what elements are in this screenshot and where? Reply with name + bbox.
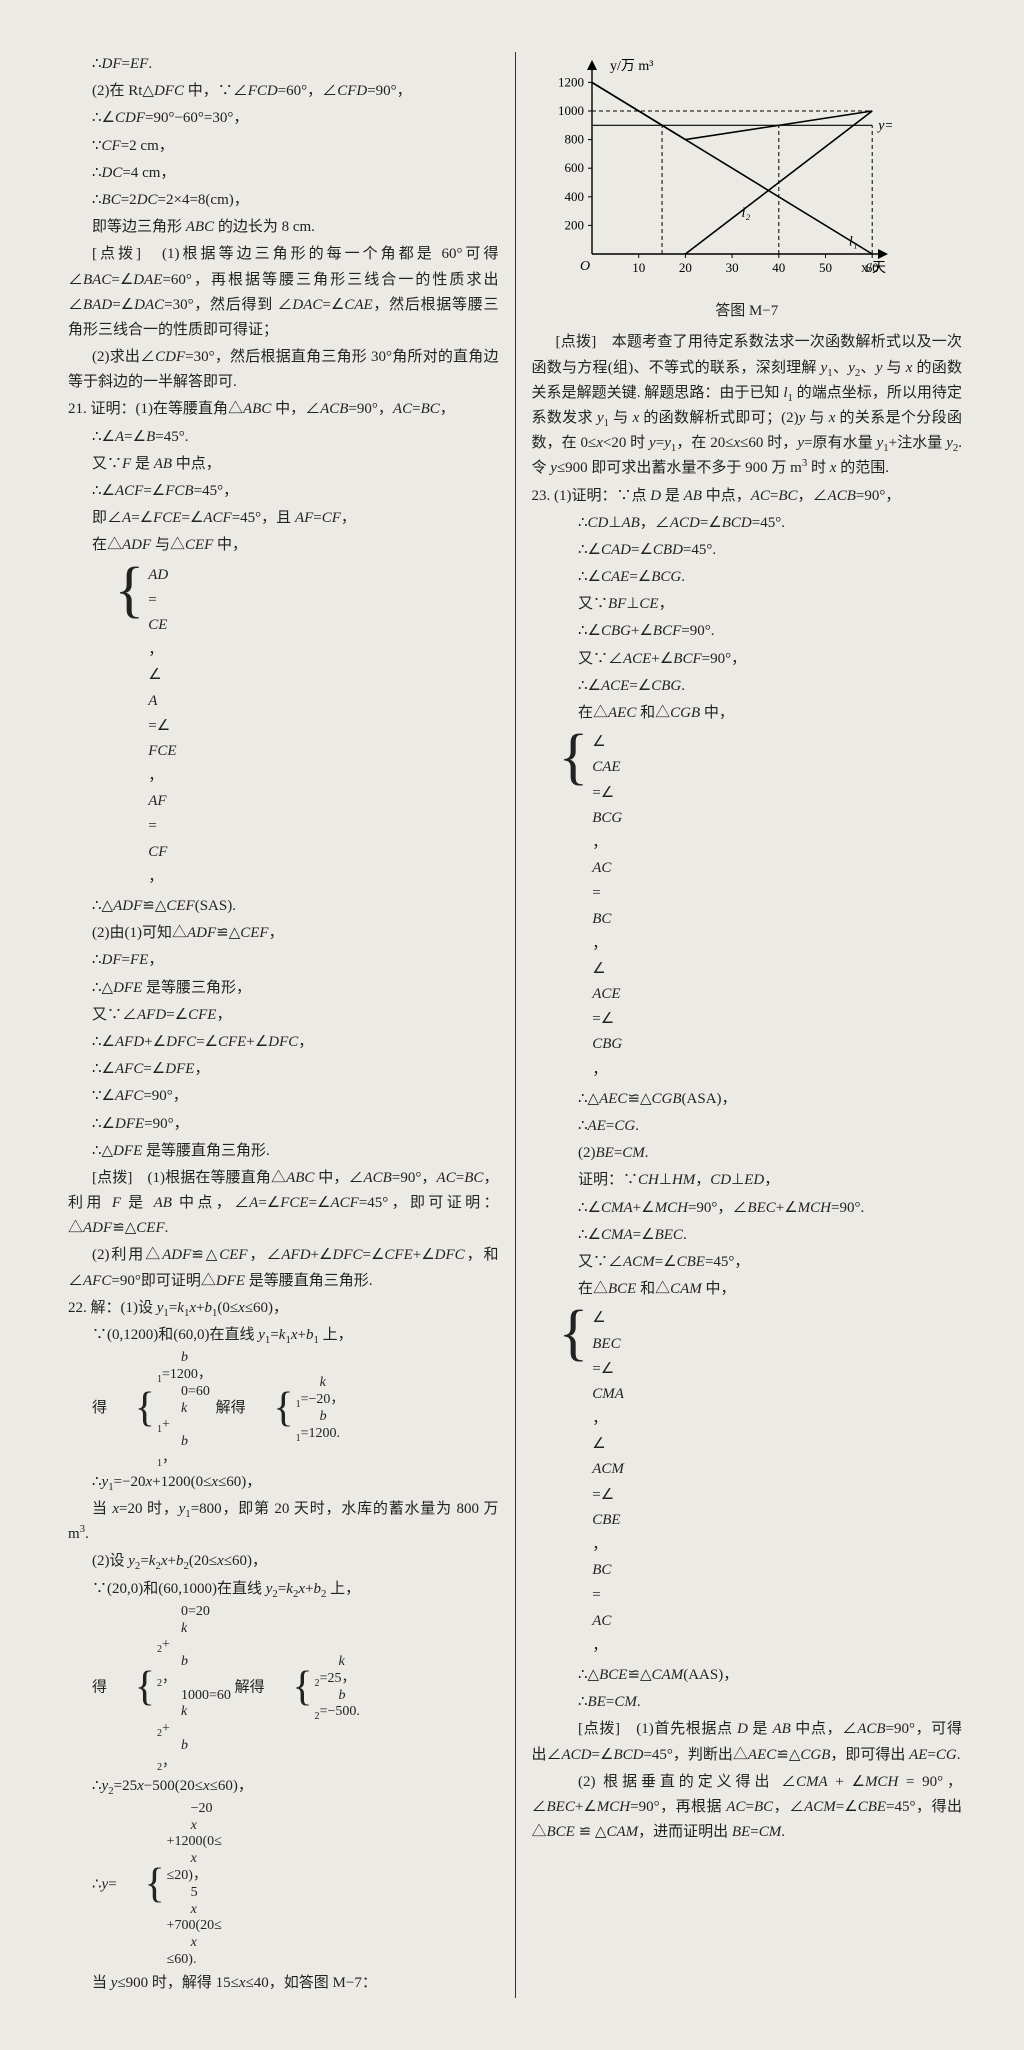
text-line: ∴∠AFD+∠DFC=∠CFE+∠DFC，	[68, 1030, 499, 1055]
text-line: ∴∠CBG+∠BCF=90°.	[532, 619, 963, 644]
svg-text:x/天: x/天	[861, 261, 886, 276]
text-line: 又∵∠AFD=∠CFE，	[68, 1003, 499, 1028]
text-line: ∵(20,0)和(60,1000)在直线 y2=k2x+b2 上，	[68, 1577, 499, 1602]
eq-line: ∴y= {−20x+1200(0≤x≤20)，5x+700(20≤x≤60).	[68, 1801, 499, 1969]
text-line: (2)设 y2=k2x+b2(20≤x≤60)，	[68, 1549, 499, 1574]
text-line: ∴DC=4 cm，	[68, 161, 499, 186]
eq-line: 得 {0=20k2+b2，1000=60k2+b2， 解得 {k2=25，b2=…	[68, 1604, 499, 1772]
text-line: ∴CD⊥AB，∠ACD=∠BCD=45°.	[532, 511, 963, 536]
text-line: (2)由(1)可知△ADF≌△CEF，	[68, 921, 499, 946]
tip-22: [点拨] 本题考查了用待定系数法求一次函数解析式以及一次函数与方程(组)、不等式…	[532, 330, 963, 481]
svg-text:l₂: l₂	[741, 206, 750, 221]
brace-q21: {AD=CE，∠A=∠FCE，AF=CF，	[115, 563, 499, 890]
text-line: 在△BCE 和△CAM 中，	[532, 1277, 963, 1302]
svg-text:l₁: l₁	[848, 234, 857, 249]
text-line: 又∵∠ACE+∠BCF=90°，	[532, 647, 963, 672]
eq-line: 得 {b1=1200，0=60k1+b1， 解得 {k1=−20，b1=1200…	[68, 1350, 499, 1468]
text-line: ∴DF=FE，	[68, 948, 499, 973]
text-line: [点拨] (1)根据等边三角形的每一个角都是 60°可得 ∠BAC=∠DAE=6…	[68, 242, 499, 343]
text-line: ∴∠A=∠B=45°.	[68, 425, 499, 450]
svg-text:O: O	[580, 259, 590, 274]
text-line: (2)在 Rt△DFC 中，∵∠FCD=60°，∠CFD=90°，	[68, 79, 499, 104]
text-line: (2) 根据垂直的定义得出 ∠CMA + ∠MCH = 90°，∠BEC+∠MC…	[532, 1770, 963, 1846]
text-line: ∴∠ACF=∠FCB=45°，	[68, 479, 499, 504]
text-line: 在△AEC 和△CGB 中，	[532, 701, 963, 726]
text-line: ∴∠CDF=90°−60°=30°，	[68, 106, 499, 131]
text-line: ∵CF=2 cm，	[68, 134, 499, 159]
svg-text:20: 20	[678, 260, 691, 275]
svg-text:40: 40	[772, 260, 785, 275]
text-line: 即∠A=∠FCE=∠ACF=45°，且 AF=CF，	[68, 506, 499, 531]
text-line: 又∵∠ACM=∠CBE=45°，	[532, 1250, 963, 1275]
text-line: ∴∠CMA+∠MCH=90°，∠BEC+∠MCH=90°.	[532, 1196, 963, 1221]
text-line: [点拨] (1)根据在等腰直角△ABC 中，∠ACB=90°，AC=BC，利用 …	[68, 1166, 499, 1242]
svg-text:y/万 m³: y/万 m³	[610, 59, 653, 74]
text-line: 又∵BF⊥CE，	[532, 592, 963, 617]
page: ∴DF=EF.(2)在 Rt△DFC 中，∵∠FCD=60°，∠CFD=90°，…	[0, 0, 1024, 2050]
svg-text:800: 800	[564, 132, 584, 147]
text-line: 即等边三角形 ABC 的边长为 8 cm.	[68, 215, 499, 240]
text-line: ∴y2=25x−500(20≤x≤60)，	[68, 1774, 499, 1799]
text-line: (2)求出∠CDF=30°，然后根据直角三角形 30°角所对的直角边等于斜边的一…	[68, 345, 499, 395]
svg-text:1000: 1000	[558, 103, 584, 118]
text-line: 证明：∵CH⊥HM，CD⊥ED，	[532, 1168, 963, 1193]
text-line: 当 y≤900 时，解得 15≤x≤40，如答图 M−7：	[68, 1971, 499, 1996]
text-line: ∵∠AFC=90°，	[68, 1084, 499, 1109]
text-line: ∵(0,1200)和(60,0)在直线 y1=k1x+b1 上，	[68, 1323, 499, 1348]
text-line: ∴BE=CM.	[532, 1690, 963, 1715]
svg-text:600: 600	[564, 160, 584, 175]
text-line: ∴△DFE 是等腰三角形，	[68, 976, 499, 1001]
text-line: ∴∠CAD=∠CBD=45°.	[532, 538, 963, 563]
text-line: ∴y1=−20x+1200(0≤x≤60)，	[68, 1470, 499, 1495]
svg-text:y=900: y=900	[876, 118, 892, 133]
svg-text:400: 400	[564, 189, 584, 204]
text-line: (2)BE=CM.	[532, 1141, 963, 1166]
text-line: ∴△ADF≌△CEF(SAS).	[68, 894, 499, 919]
text-line: ∴∠CMA=∠BEC.	[532, 1223, 963, 1248]
svg-text:30: 30	[725, 260, 738, 275]
svg-text:10: 10	[632, 260, 645, 275]
text-line: ∴∠ACE=∠CBG.	[532, 674, 963, 699]
chart-m7: 10203040506020040060080010001200Oy/万 m³x…	[532, 54, 963, 293]
svg-text:1200: 1200	[558, 74, 584, 89]
text-line: ∴△AEC≌△CGB(ASA)，	[532, 1087, 963, 1112]
chart-caption: 答图 M−7	[532, 299, 963, 324]
text-line: ∴AE=CG.	[532, 1114, 963, 1139]
text-line: ∴△BCE≌△CAM(AAS)，	[532, 1663, 963, 1688]
text-line: ∴DF=EF.	[68, 52, 499, 77]
brace-q23-1: {∠CAE=∠BCG，AC=BC，∠ACE=∠CBG，	[559, 730, 963, 1083]
text-line: ∴△DFE 是等腰直角三角形.	[68, 1139, 499, 1164]
text-line: ∴BC=2DC=2×4=8(cm)，	[68, 188, 499, 213]
text-line: ∴∠AFC=∠DFE，	[68, 1057, 499, 1082]
svg-text:200: 200	[564, 217, 584, 232]
right-column: 10203040506020040060080010001200Oy/万 m³x…	[516, 52, 979, 1998]
text-line: 当 x=20 时，y1=800，即第 20 天时，水库的蓄水量为 800 万 m…	[68, 1497, 499, 1547]
svg-text:50: 50	[819, 260, 832, 275]
text-line: [点拨] (1)首先根据点 D 是 AB 中点，∠ACB=90°，可得出∠ACD…	[532, 1717, 963, 1767]
text-line: ∴∠CAE=∠BCG.	[532, 565, 963, 590]
brace-q23-2: {∠BEC=∠CMA，∠ACM=∠CBE，BC=AC，	[559, 1306, 963, 1659]
text-line: (2)利用△ADF≌△CEF，∠AFD+∠DFC=∠CFE+∠DFC，和∠AFC…	[68, 1243, 499, 1293]
left-column: ∴DF=EF.(2)在 Rt△DFC 中，∵∠FCD=60°，∠CFD=90°，…	[52, 52, 516, 1998]
text-line: 又∵F 是 AB 中点，	[68, 452, 499, 477]
text-line: ∴∠DFE=90°，	[68, 1112, 499, 1137]
